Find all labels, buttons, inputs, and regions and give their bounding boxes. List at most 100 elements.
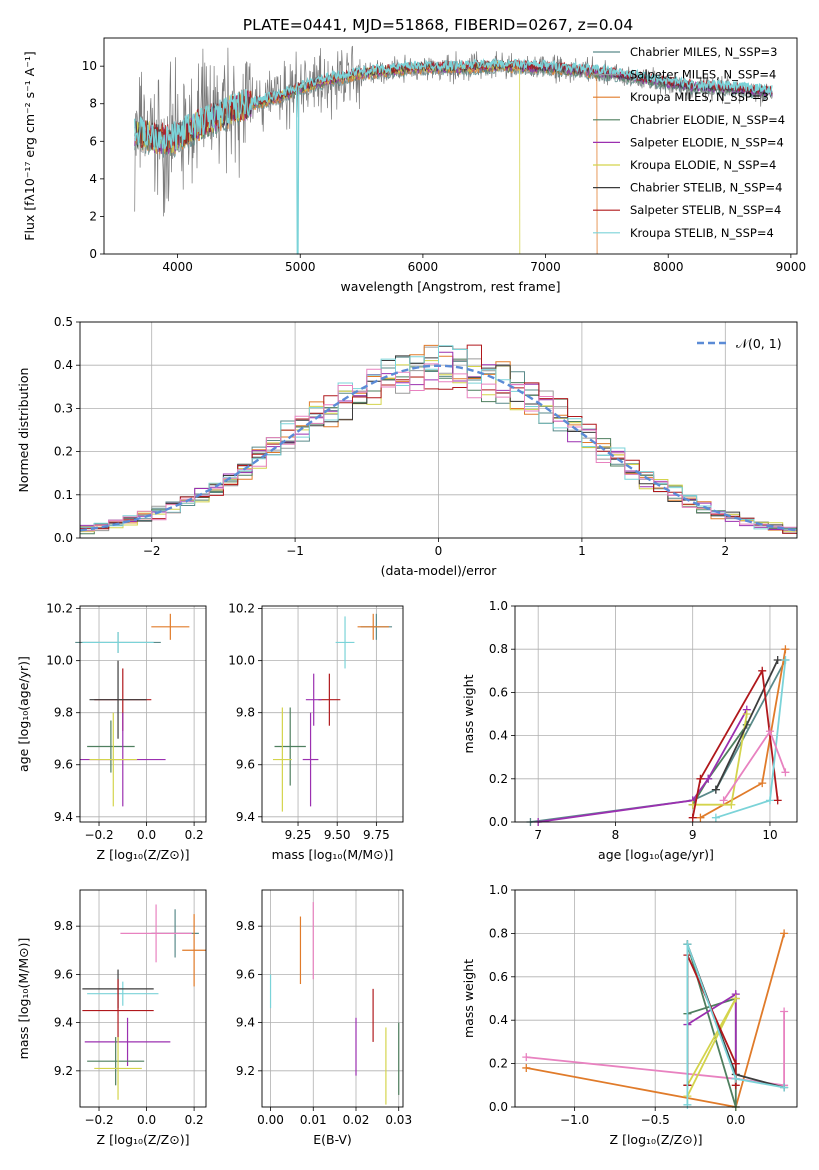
axes-frame xyxy=(514,605,798,823)
y-tick-label: 0.1 xyxy=(54,488,73,502)
y-tick-label: 9.6 xyxy=(236,967,255,981)
x-tick-label: 0.2 xyxy=(185,1113,204,1127)
y-tick-label: 0.4 xyxy=(489,1013,508,1027)
y-tick-label: 0.0 xyxy=(489,1100,508,1114)
plot-area xyxy=(79,344,798,535)
y-tick-label: 10 xyxy=(82,59,97,73)
y-tick-label: 10.0 xyxy=(228,654,255,668)
plot-area xyxy=(526,645,790,826)
panel-age_vs_Z: −0.2 0.0 0.2 9.4 9.6 9.8 10.0 10.2 Z [log₁₀(Z/Z⊙… xyxy=(16,602,207,862)
x-tick-label: 8000 xyxy=(653,260,684,274)
y-axis-label: mass [log₁₀(M/M⊙)] xyxy=(16,938,31,1060)
x-tick-label: 2 xyxy=(721,544,729,558)
y-axis-label: Normed distribution xyxy=(16,368,31,493)
x-axis-label: age [log₁₀(age/yr)] xyxy=(598,847,714,862)
figure-title: PLATE=0441, MJD=51868, FIBERID=0267, z=0… xyxy=(243,16,633,34)
panel-residuals: −2 −1 0 1 2 0.0 0.1 0.2 0.3 0.4 0.5 (data-model)/er… xyxy=(16,315,798,578)
mass-weight-marker xyxy=(522,1063,531,1072)
mass-weight-marker xyxy=(765,796,774,805)
panel-weight_vs_age: 7 8 9 10 0.0 0.2 0.4 0.6 0.8 1.0 age [log₁₀(age/yr… xyxy=(461,599,798,862)
y-tick-label: 1.0 xyxy=(489,883,508,897)
y-tick-label: 9.4 xyxy=(54,1016,73,1030)
y-tick-label: 1.0 xyxy=(489,599,508,613)
mass-weight-marker xyxy=(780,1007,789,1016)
mass-weight-line xyxy=(691,667,779,818)
y-axis-label: age [log₁₀(age/yr)] xyxy=(16,656,31,772)
y-axis-label: Flux [fλ10⁻¹⁷ erg cm⁻² s⁻¹ A⁻¹] xyxy=(22,51,37,240)
legend-entry: Kroupa ELODIE, N_SSP=4 xyxy=(630,158,776,172)
y-tick-label: 9.6 xyxy=(236,758,255,772)
x-tick-label: −2 xyxy=(143,544,161,558)
x-tick-label: 0.0 xyxy=(137,828,156,842)
legend-entry: Kroupa MILES, N_SSP=3 xyxy=(630,90,769,104)
legend-entry: Salpeter ELODIE, N_SSP=4 xyxy=(630,135,784,149)
y-axis-label: mass weight xyxy=(461,959,476,1038)
y-tick-label: 8 xyxy=(89,97,97,111)
y-axis-label: mass weight xyxy=(461,674,476,753)
mass-weight-marker xyxy=(711,813,720,822)
x-tick-label: 5000 xyxy=(285,260,316,274)
x-tick-label: 9 xyxy=(689,828,697,842)
y-tick-label: 0.2 xyxy=(489,1057,508,1071)
y-tick-label: 0.6 xyxy=(489,685,508,699)
plot-area xyxy=(522,929,789,1111)
x-axis-label: mass [log₁₀(M/M⊙)] xyxy=(272,847,394,862)
x-tick-label: 8 xyxy=(612,828,620,842)
x-tick-label: 10 xyxy=(762,828,777,842)
x-tick-label: 0.01 xyxy=(300,1113,327,1127)
x-tick-label: 4000 xyxy=(162,260,193,274)
x-tick-label: −0.5 xyxy=(641,1113,670,1127)
y-tick-label: 0 xyxy=(89,247,97,261)
legend-entry: Salpeter STELIB, N_SSP=4 xyxy=(630,203,781,217)
x-axis-label: (data-model)/error xyxy=(381,563,498,578)
mass-weight-marker xyxy=(727,800,736,809)
panel-weight_vs_Z: −1.0 −0.5 0.0 0.0 0.2 0.4 0.6 0.8 1.0 Z [log₁₀(Z/… xyxy=(461,883,798,1147)
mass-weight-line xyxy=(715,659,779,790)
y-tick-label: 0.0 xyxy=(54,531,73,545)
y-tick-label: 10.2 xyxy=(228,602,255,616)
x-tick-label: 0.2 xyxy=(185,828,204,842)
legend-entry: 𝒩(0, 1) xyxy=(736,336,782,351)
mass-weight-marker xyxy=(683,940,692,949)
x-tick-label: 9000 xyxy=(776,260,807,274)
panel-spectrum: 4000 5000 6000 7000 8000 9000 0 2 4 6 8 10 wavelengt… xyxy=(22,37,807,294)
x-axis-label: Z [log₁₀(Z/Z⊙)] xyxy=(610,1132,703,1147)
axes-frame xyxy=(514,889,798,1108)
mass-weight-marker xyxy=(780,929,789,938)
model-spectrum-line xyxy=(134,58,773,255)
plot-area xyxy=(75,613,190,807)
x-tick-label: 1 xyxy=(578,544,586,558)
y-tick-label: 9.2 xyxy=(236,1064,255,1078)
plot-area xyxy=(269,902,400,1105)
x-tick-label: 9.50 xyxy=(324,828,351,842)
mass-weight-marker xyxy=(696,813,705,822)
x-tick-label: 6000 xyxy=(408,260,439,274)
axes-frame xyxy=(79,889,207,1108)
mass-weight-marker xyxy=(704,774,713,783)
axes-frame xyxy=(261,889,404,1108)
y-tick-label: 6 xyxy=(89,134,97,148)
plot-area xyxy=(272,613,393,812)
x-tick-label: −0.2 xyxy=(84,828,113,842)
x-tick-label: 9.25 xyxy=(285,828,312,842)
mass-weight-line xyxy=(526,1011,785,1087)
legend-entry: Chabrier MILES, N_SSP=3 xyxy=(630,45,777,59)
y-tick-label: 0.5 xyxy=(54,315,73,329)
model-spectrum-line xyxy=(134,59,773,152)
mass-weight-marker xyxy=(742,710,751,718)
x-axis-label: Z [log₁₀(Z/Z⊙)] xyxy=(97,847,190,862)
y-tick-label: 2 xyxy=(89,209,97,223)
x-tick-label: 7 xyxy=(534,828,542,842)
legend-entry: Kroupa STELIB, N_SSP=4 xyxy=(630,226,774,240)
mass-weight-marker xyxy=(781,656,790,664)
y-tick-label: 0.6 xyxy=(489,970,508,984)
x-tick-label: 7000 xyxy=(530,260,561,274)
mass-weight-marker xyxy=(781,768,790,777)
mass-weight-marker xyxy=(773,796,782,805)
y-tick-label: 9.4 xyxy=(54,810,73,824)
x-tick-label: −0.2 xyxy=(84,1113,113,1127)
x-tick-label: 9.75 xyxy=(363,828,390,842)
mass-weight-marker xyxy=(696,774,705,783)
y-tick-label: 0.4 xyxy=(54,358,73,372)
